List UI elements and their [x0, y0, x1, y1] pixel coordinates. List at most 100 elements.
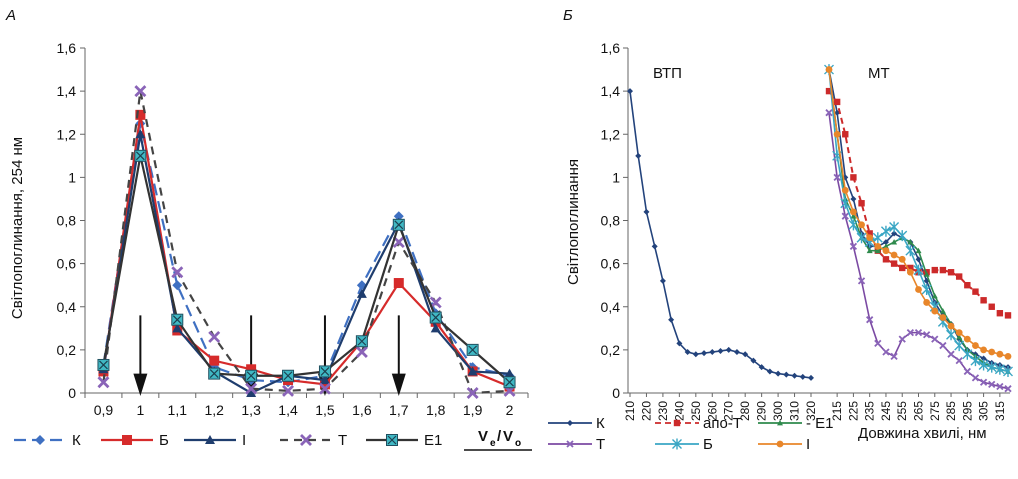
- chart-b-data-point: [905, 245, 916, 257]
- chart-b-data-point: [898, 255, 906, 263]
- chart-a-x-tick-label: 1,9: [463, 402, 483, 418]
- chart-a-arrow: [391, 315, 406, 396]
- chart-b-series-6: [824, 64, 1013, 377]
- chart-b-data-point: [980, 297, 987, 304]
- chart-b-x-tick-label: 270: [722, 401, 736, 421]
- chart-b-legend-label: І: [806, 436, 810, 453]
- chart-a-x-label-den-sub: o: [515, 438, 521, 449]
- chart-b-data-point: [899, 264, 906, 272]
- chart-b-data-point: [939, 314, 947, 321]
- chart-b-data-point: [931, 335, 939, 343]
- chart-b-data-point: [882, 256, 890, 263]
- chart-a-legend-marker: [122, 435, 132, 445]
- chart-b-series-1: [627, 88, 814, 381]
- chart-b-data-point: [947, 269, 955, 276]
- chart-b-data-point: [676, 340, 683, 347]
- chart-b-data-point: [742, 351, 749, 358]
- chart-a-arrow: [133, 315, 148, 396]
- chart-b-data-point: [963, 335, 971, 343]
- chart-b-data-point: [866, 316, 874, 324]
- chart-a-x-label-den: V: [503, 428, 513, 445]
- chart-a-x-tick-label: 1,2: [204, 402, 224, 418]
- chart-a-data-point: [172, 280, 183, 291]
- chart-a-y-tick-label: 0,4: [57, 299, 77, 315]
- chart-b-data-point: [890, 251, 898, 259]
- chart-b-data-point: [1004, 312, 1012, 319]
- chart-b-data-point: [971, 374, 980, 382]
- chart-a-data-point: [282, 384, 295, 397]
- chart-b-legend-marker: [776, 440, 784, 448]
- chart-b-y-tick-label: 0,6: [601, 256, 621, 272]
- chart-b-legend-label: К: [596, 415, 605, 432]
- chart-a-legend-item: Б: [101, 432, 169, 449]
- chart-a-series-line: [102, 90, 510, 395]
- chart-b-data-point: [842, 131, 849, 138]
- chart-b-data-point: [996, 310, 1004, 317]
- chart-b-x-tick-label: 255: [895, 401, 909, 421]
- chart-b-y-label: Світлопоглинання: [565, 159, 582, 285]
- chart-b-data-point: [898, 335, 906, 343]
- chart-b-data-point: [1004, 352, 1012, 360]
- chart-a-data-point: [245, 369, 258, 382]
- chart-b-data-point: [922, 331, 931, 339]
- chart-b-data-point: [915, 247, 922, 254]
- chart-b-data-point: [897, 230, 908, 242]
- chart-b-x-tick-label: 285: [944, 401, 958, 421]
- chart-a-x-tick-label: 1,8: [426, 402, 446, 418]
- chart-b-data-point: [833, 173, 841, 182]
- chart-a-y-tick-label: 1,6: [57, 40, 77, 56]
- chart-b-data-point: [931, 307, 939, 315]
- chart-a-data-point: [134, 149, 147, 162]
- chart-b-data-point: [970, 355, 981, 367]
- chart-b-x-tick-label: 290: [755, 401, 769, 421]
- chart-b-legend-item: К: [548, 415, 605, 432]
- chart-a-data-point: [430, 323, 441, 333]
- chart-b-series-line: [828, 90, 1009, 317]
- chart-b-data-point: [758, 364, 765, 371]
- chart-a-data-point: [319, 375, 330, 385]
- chart-b-data-point: [857, 277, 866, 285]
- chart-b-x-tick-label: 215: [830, 401, 844, 421]
- chart-a-data-point: [393, 278, 404, 289]
- chart-a-data-point: [97, 376, 110, 389]
- chart-b-data-point: [866, 247, 873, 254]
- chart-b-y-tick-label: 0,2: [601, 342, 621, 358]
- chart-b-data-point: [946, 329, 957, 341]
- chart-a-data-point: [171, 266, 184, 279]
- chart-b-data-point: [980, 346, 987, 354]
- chart-a-data-point: [392, 218, 405, 231]
- chart-b-data-point: [907, 239, 914, 245]
- chart-b-data-point: [841, 186, 849, 194]
- chart-b-legend-label: Т: [596, 436, 605, 453]
- chart-a-data-point: [429, 311, 442, 324]
- chart-b-data-point: [980, 355, 987, 362]
- chart-b-data-point: [956, 333, 963, 340]
- chart-a-data-point: [171, 313, 184, 326]
- chart-b-data-point: [913, 264, 924, 276]
- chart-b-panel-label: Б: [563, 7, 573, 24]
- chart-b-data-point: [858, 221, 865, 229]
- chart-b-data-point: [882, 243, 889, 249]
- chart-a-x-label: V e / V o: [464, 428, 532, 451]
- chart-b-x-tick-label: 310: [788, 401, 802, 421]
- chart-b-data-point: [964, 281, 971, 289]
- chart-b-data-point: [799, 373, 806, 380]
- chart-b-data-point: [947, 350, 955, 358]
- chart-a-data-point: [393, 211, 404, 222]
- chart-b-y-tick-label: 0,8: [601, 213, 621, 229]
- chart-a-data-point: [135, 109, 146, 120]
- chart-a-data-point: [355, 346, 368, 359]
- chart-b-data-point: [692, 351, 699, 358]
- chart-b-data-point: [733, 349, 740, 356]
- chart-a-x-tick-label: 1,6: [352, 402, 372, 418]
- chart-a-legend-marker: [386, 434, 398, 446]
- chart-b-data-point: [841, 212, 849, 220]
- chart-b-x-tick-label: 275: [928, 401, 942, 421]
- chart-a-legend-label: Т: [338, 432, 347, 449]
- chart-b-data-point: [963, 367, 971, 376]
- chart-a-data-point: [466, 343, 479, 356]
- chart-b-x-tick-label: 210: [623, 401, 637, 421]
- chart-b-x-tick-label: 240: [672, 401, 686, 421]
- chart-b-data-point: [890, 352, 898, 360]
- chart-b-data-point: [939, 341, 947, 350]
